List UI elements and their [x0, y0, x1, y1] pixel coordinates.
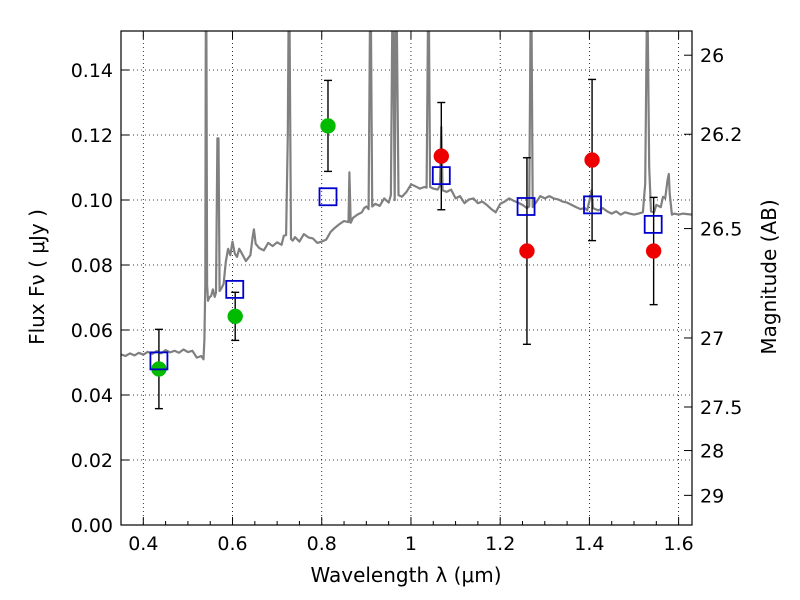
data-point-circle — [320, 118, 336, 134]
axis-layer — [120, 30, 693, 526]
x-tick-label: 1.6 — [664, 533, 694, 555]
data-point-square — [583, 195, 602, 215]
y-tick-label: 0.02 — [71, 450, 113, 472]
data-point-square — [318, 187, 338, 207]
data-point-square — [643, 214, 663, 234]
y2-tick-label: 26 — [700, 45, 724, 67]
data-point-circle — [584, 152, 600, 168]
y-tick-label: 0.04 — [71, 385, 113, 407]
x-tick-label: 1.2 — [485, 533, 515, 555]
y-axis-label: Flux Fν ( μJy ) — [25, 209, 49, 345]
data-point-square — [149, 351, 169, 371]
data-point-square — [431, 166, 451, 186]
plot-frame — [120, 30, 693, 526]
data-point-circle — [645, 243, 662, 259]
y2-tick-label: 27.5 — [700, 397, 742, 419]
data-point-square — [516, 197, 536, 216]
y2-tick-label: 29 — [700, 485, 724, 507]
data-point-square — [225, 279, 245, 299]
y-tick-label: 0.00 — [71, 515, 113, 537]
x-tick-label: 1.4 — [574, 533, 604, 555]
y-tick-label: 0.08 — [71, 255, 113, 277]
marker-layer — [149, 118, 663, 377]
x-tick-label: 1 — [405, 533, 417, 555]
x-tick-label: 0.8 — [307, 533, 337, 555]
data-point-circle — [227, 308, 243, 325]
tick-layer: 0.4 0.6 0.8 1 1.2 1.4 1.6 0.00 0.02 0.04 0.06 0.08 0… — [71, 31, 742, 555]
data-point-circle — [519, 243, 535, 259]
y2-tick-label: 26.2 — [700, 124, 742, 146]
y2-tick-label: 27 — [700, 328, 724, 350]
y-tick-label: 0.14 — [71, 60, 113, 82]
y-tick-label: 0.06 — [71, 320, 113, 342]
data-point-circle — [433, 148, 450, 164]
y2-axis-label: Magnitude (AB) — [757, 199, 781, 354]
label-layer: Wavelength λ (μm) Flux Fν ( μJy ) Magnit… — [25, 199, 781, 587]
x-tick-label: 0.6 — [217, 533, 247, 555]
x-tick-label: 0.4 — [128, 533, 158, 555]
y-tick-label: 0.10 — [71, 190, 113, 212]
x-axis-label: Wavelength λ (μm) — [310, 563, 501, 587]
y2-tick-label: 26.5 — [700, 219, 742, 241]
y2-tick-label: 28 — [700, 441, 724, 463]
y-tick-label: 0.12 — [71, 125, 113, 147]
